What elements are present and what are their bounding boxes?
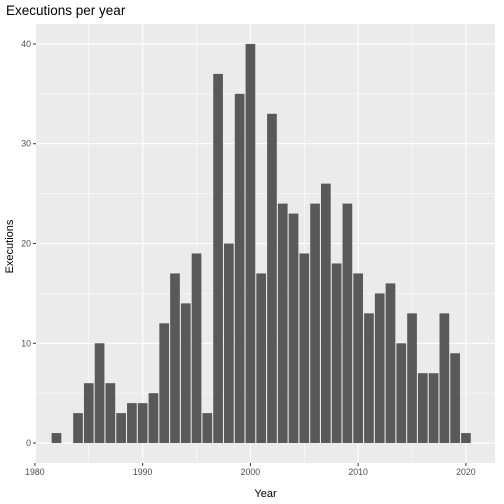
bar xyxy=(299,253,310,444)
bar xyxy=(51,433,62,444)
bar xyxy=(439,313,450,444)
bar xyxy=(396,343,407,444)
x-axis: 1980 1990 2000 2010 2020 xyxy=(25,463,476,477)
bar xyxy=(73,413,83,444)
x-tick-label: 2020 xyxy=(456,467,476,477)
y-tick-label: 30 xyxy=(21,139,31,149)
bar xyxy=(105,383,116,444)
bar xyxy=(94,343,105,444)
bar xyxy=(267,113,277,444)
bar xyxy=(148,393,159,444)
y-tick-label: 20 xyxy=(21,239,31,249)
bar xyxy=(320,183,331,444)
x-tick-label: 2000 xyxy=(241,467,261,477)
bar xyxy=(191,253,202,444)
bar xyxy=(310,203,320,444)
bar xyxy=(202,413,213,444)
x-tick-label: 1980 xyxy=(25,467,45,477)
bar xyxy=(417,373,428,444)
bar xyxy=(461,433,471,444)
bar xyxy=(288,213,299,444)
x-tick-label: 1990 xyxy=(133,467,153,477)
bar xyxy=(180,303,191,444)
x-tick-label: 2010 xyxy=(348,467,368,477)
bar xyxy=(159,323,170,444)
bar xyxy=(450,353,460,444)
y-tick-label: 10 xyxy=(21,338,31,348)
bar xyxy=(213,73,223,444)
bar xyxy=(83,383,94,444)
chart-title: Executions per year xyxy=(6,3,126,18)
bar xyxy=(407,313,417,444)
bar xyxy=(364,313,374,444)
bars xyxy=(51,43,471,444)
bar xyxy=(224,243,234,444)
bar xyxy=(374,293,385,444)
bar xyxy=(234,93,245,444)
y-tick-label: 0 xyxy=(26,438,31,448)
bar xyxy=(170,273,180,444)
bar xyxy=(245,43,256,444)
x-axis-title: Year xyxy=(254,488,277,500)
y-axis: 0 10 20 30 40 xyxy=(21,39,36,448)
bar xyxy=(342,203,353,444)
bar xyxy=(116,413,126,444)
y-axis-title: Executions xyxy=(4,219,16,273)
bar xyxy=(277,203,288,444)
y-tick-label: 40 xyxy=(21,39,31,49)
bar xyxy=(353,273,364,444)
bar xyxy=(127,403,137,444)
bar xyxy=(385,283,396,444)
bar xyxy=(428,373,439,444)
bar xyxy=(256,273,267,444)
bar xyxy=(331,263,342,444)
bar xyxy=(137,403,148,444)
